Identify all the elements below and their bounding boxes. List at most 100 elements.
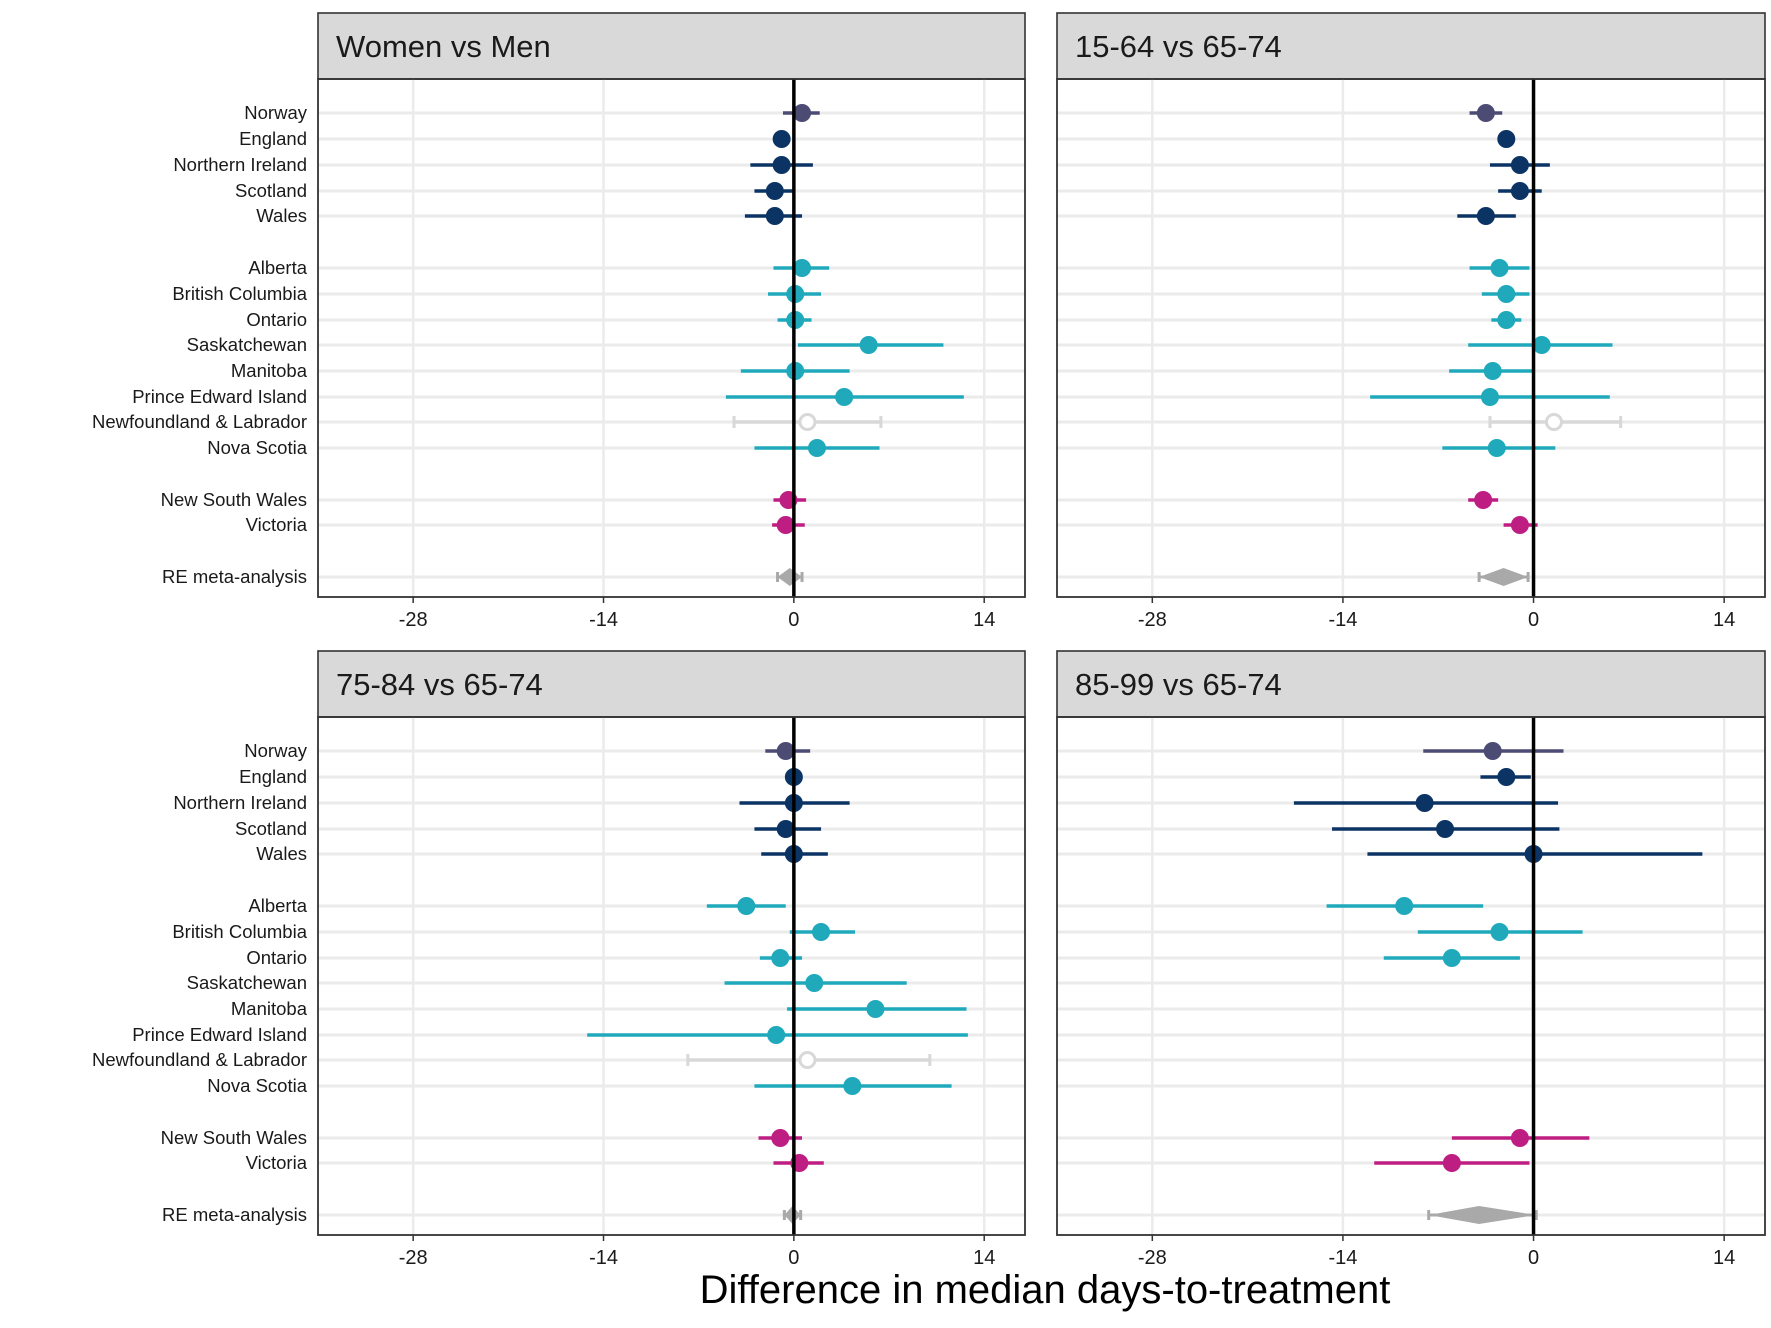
y-tick-label-newfoundland-and-labrador: Newfoundland & Labrador bbox=[92, 1049, 307, 1070]
facet-panel-4: 85-99 vs 65-74 -28 -14 0 14 bbox=[1056, 650, 1766, 1269]
point-estimate-new-south-wales bbox=[1510, 1129, 1529, 1147]
point-estimate-norway bbox=[776, 742, 795, 760]
y-tick-label-alberta: Alberta bbox=[248, 895, 307, 916]
point-estimate-saskatchewan bbox=[805, 974, 824, 992]
y-tick-label-saskatchewan: Saskatchewan bbox=[187, 972, 307, 993]
facet-title: 85-99 vs 65-74 bbox=[1075, 667, 1282, 702]
point-estimate-northern-ireland bbox=[1510, 156, 1529, 174]
point-estimate-nova-scotia bbox=[1487, 439, 1506, 457]
point-estimate-alberta bbox=[737, 897, 756, 915]
y-tick-label-scotland: Scotland bbox=[235, 180, 307, 201]
x-tick-label: 0 bbox=[788, 609, 799, 631]
x-tick-label: -14 bbox=[589, 1247, 618, 1269]
x-tick-label: 14 bbox=[1713, 1247, 1735, 1269]
point-estimate-new-south-wales bbox=[771, 1129, 790, 1147]
point-estimate-northern-ireland bbox=[772, 156, 791, 174]
panel-border bbox=[317, 78, 1026, 598]
point-estimate-scotland bbox=[765, 182, 784, 200]
point-estimate-alberta bbox=[1395, 897, 1414, 915]
y-tick-label-new-south-wales: New South Wales bbox=[161, 1127, 307, 1148]
point-estimate-scotland bbox=[776, 820, 795, 838]
facet-panel-3: 75-84 vs 65-74 Norway England Northern Irel… bbox=[92, 650, 1026, 1269]
point-estimate-prince-edward-island bbox=[835, 388, 854, 406]
y-tick-label-saskatchewan: Saskatchewan bbox=[187, 334, 307, 355]
x-tick-label: -14 bbox=[589, 609, 618, 631]
y-tick-label-ontario: Ontario bbox=[246, 947, 307, 968]
y-tick-label-norway: Norway bbox=[244, 102, 307, 123]
x-tick-label: -28 bbox=[399, 1247, 428, 1269]
point-estimate-newfoundland-and-labrador bbox=[798, 1051, 817, 1069]
y-tick-label-england: England bbox=[239, 766, 307, 787]
point-estimate-newfoundland-and-labrador bbox=[1544, 413, 1563, 431]
facet-panel-1: Women vs Men Norway England Northern Irelan… bbox=[92, 12, 1026, 631]
x-tick-label: -28 bbox=[1138, 609, 1167, 631]
point-estimate-nova-scotia bbox=[807, 439, 826, 457]
x-tick-label: 14 bbox=[1713, 609, 1735, 631]
y-tick-label-british-columbia: British Columbia bbox=[172, 921, 307, 942]
point-estimate-victoria bbox=[776, 516, 795, 534]
point-estimate-ontario bbox=[1497, 311, 1516, 329]
panel-border bbox=[317, 716, 1026, 1236]
y-tick-label-manitoba: Manitoba bbox=[231, 360, 308, 381]
y-tick-label-northern-ireland: Northern Ireland bbox=[173, 792, 307, 813]
pooled-estimate-diamond bbox=[1479, 568, 1529, 586]
x-tick-label: 0 bbox=[1528, 1247, 1539, 1269]
point-estimate-british-columbia bbox=[1490, 923, 1509, 941]
facet-title: Women vs Men bbox=[336, 29, 551, 64]
y-tick-label-nova-scotia: Nova Scotia bbox=[207, 1075, 307, 1096]
y-tick-label-ontario: Ontario bbox=[246, 309, 307, 330]
pooled-estimate-diamond bbox=[777, 568, 803, 586]
point-estimate-nova-scotia bbox=[843, 1077, 862, 1095]
y-tick-label-northern-ireland: Northern Ireland bbox=[173, 154, 307, 175]
point-estimate-ontario bbox=[771, 949, 790, 967]
point-estimate-new-south-wales bbox=[1474, 491, 1493, 509]
point-estimate-norway bbox=[1476, 104, 1495, 122]
point-estimate-manitoba bbox=[866, 1000, 885, 1018]
pooled-estimate-diamond bbox=[1428, 1206, 1537, 1224]
y-tick-label-re-meta-analysis: RE meta-analysis bbox=[162, 1204, 307, 1225]
point-estimate-newfoundland-and-labrador bbox=[798, 413, 817, 431]
x-axis-title: Difference in median days-to-treatment bbox=[700, 1268, 1391, 1312]
panel-border bbox=[1056, 78, 1766, 598]
point-estimate-norway bbox=[1483, 742, 1502, 760]
x-tick-label: 0 bbox=[788, 1247, 799, 1269]
point-estimate-british-columbia bbox=[1497, 285, 1516, 303]
point-estimate-saskatchewan bbox=[859, 336, 878, 354]
y-tick-label-manitoba: Manitoba bbox=[231, 998, 308, 1019]
x-tick-label: 14 bbox=[973, 609, 995, 631]
y-tick-label-re-meta-analysis: RE meta-analysis bbox=[162, 566, 307, 587]
point-estimate-scotland bbox=[1436, 820, 1455, 838]
point-estimate-manitoba bbox=[1483, 362, 1502, 380]
y-tick-label-new-south-wales: New South Wales bbox=[161, 489, 307, 510]
point-estimate-saskatchewan bbox=[1532, 336, 1551, 354]
y-tick-label-prince-edward-island: Prince Edward Island bbox=[132, 386, 307, 407]
facet-strip bbox=[317, 12, 1026, 80]
point-estimate-england bbox=[1497, 130, 1516, 148]
point-estimate-ontario bbox=[1442, 949, 1461, 967]
x-tick-label: 0 bbox=[1528, 609, 1539, 631]
point-estimate-alberta bbox=[793, 259, 812, 277]
point-estimate-prince-edward-island bbox=[1480, 388, 1499, 406]
x-tick-label: -14 bbox=[1328, 1247, 1357, 1269]
x-tick-label: -28 bbox=[1138, 1247, 1167, 1269]
y-tick-label-victoria: Victoria bbox=[246, 1152, 308, 1173]
x-tick-label: -28 bbox=[399, 609, 428, 631]
y-tick-label-newfoundland-and-labrador: Newfoundland & Labrador bbox=[92, 411, 307, 432]
facet-panel-2: 15-64 vs 65-74 -28 -14 0 14 bbox=[1056, 12, 1766, 631]
facet-panels: Women vs Men Norway England Northern Irelan… bbox=[92, 12, 1766, 1269]
y-tick-label-scotland: Scotland bbox=[235, 818, 307, 839]
y-tick-label-nova-scotia: Nova Scotia bbox=[207, 437, 307, 458]
panel-border bbox=[1056, 716, 1766, 1236]
point-estimate-england bbox=[772, 130, 791, 148]
point-estimate-prince-edward-island bbox=[767, 1026, 786, 1044]
facet-title: 15-64 vs 65-74 bbox=[1075, 29, 1282, 64]
point-estimate-england bbox=[1497, 768, 1516, 786]
x-tick-label: -14 bbox=[1328, 609, 1357, 631]
y-tick-label-british-columbia: British Columbia bbox=[172, 283, 307, 304]
point-estimate-scotland bbox=[1510, 182, 1529, 200]
y-tick-label-wales: Wales bbox=[256, 205, 307, 226]
y-tick-label-prince-edward-island: Prince Edward Island bbox=[132, 1024, 307, 1045]
point-estimate-wales bbox=[1476, 207, 1495, 225]
point-estimate-alberta bbox=[1490, 259, 1509, 277]
y-tick-label-england: England bbox=[239, 128, 307, 149]
